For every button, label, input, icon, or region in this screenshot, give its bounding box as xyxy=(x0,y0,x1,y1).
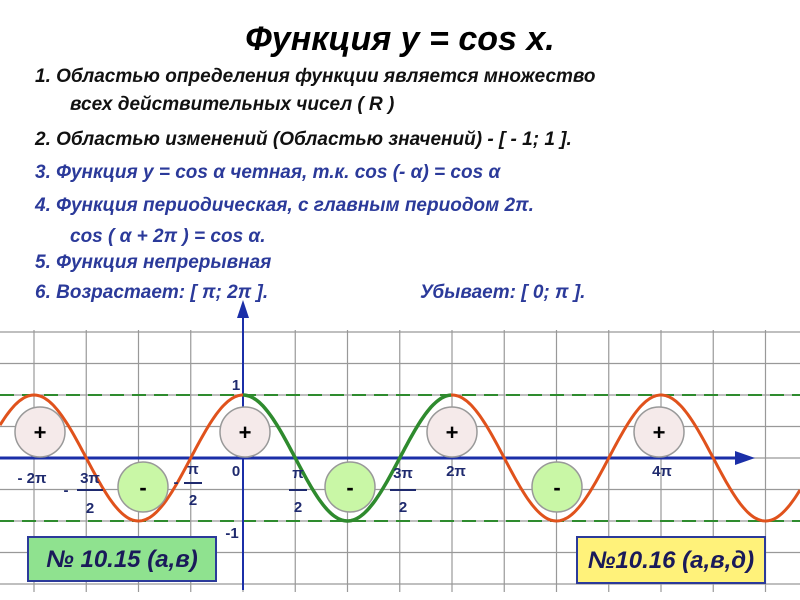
task-box xyxy=(576,536,766,584)
sign: + xyxy=(653,420,666,445)
y-label: 1 xyxy=(232,377,240,394)
x-label: 3π xyxy=(393,465,413,482)
arrow xyxy=(237,300,249,318)
item-line: всех действительных чисел ( R ) xyxy=(70,94,394,115)
sign-circle xyxy=(531,461,583,513)
x-label: 2 xyxy=(189,492,197,509)
sign-circle xyxy=(633,406,685,458)
sign: + xyxy=(239,420,252,445)
item-line: 1. Областью определения функции является… xyxy=(35,66,596,87)
task: №10.16 (а,в,д) xyxy=(588,547,754,574)
sign: - xyxy=(139,475,146,500)
arrow xyxy=(735,451,755,465)
sign: - xyxy=(553,475,560,500)
item-line: 2. Областью изменений (Областью значений… xyxy=(34,129,572,150)
x-label: 2 xyxy=(399,499,407,516)
x-label: π xyxy=(292,465,304,482)
sign: + xyxy=(34,420,47,445)
item-line: 4. Функция периодическая, с главным пери… xyxy=(34,195,534,216)
x-label: 2 xyxy=(294,499,302,516)
task-box xyxy=(27,536,217,582)
item-line: 5. Функция непрерывная xyxy=(35,252,271,273)
x-label: 2π xyxy=(446,463,466,480)
sign-circle xyxy=(324,461,376,513)
item-line: 6. Возрастает: [ π; 2π ]. xyxy=(35,282,268,303)
sign: - xyxy=(346,475,353,500)
x-label: - 2π xyxy=(18,470,48,487)
sign-circle xyxy=(117,461,169,513)
x-label: 2 xyxy=(86,500,94,517)
task: № 10.15 (а,в) xyxy=(46,546,197,573)
x-label: - xyxy=(64,482,69,499)
title: Функция y = cos x. xyxy=(245,20,554,58)
sign: + xyxy=(446,420,459,445)
x-label: π xyxy=(187,461,199,478)
x-label: 0 xyxy=(232,463,240,480)
x-label: - xyxy=(174,474,179,491)
sign-circle xyxy=(219,406,271,458)
cos-period xyxy=(242,393,452,523)
item-line: cos ( α + 2π ) = cos α. xyxy=(70,226,266,247)
item-line: Убывает: [ 0; π ]. xyxy=(420,282,585,303)
y-label: -1 xyxy=(225,525,238,542)
sign-circle xyxy=(426,406,478,458)
x-label: 4π xyxy=(652,463,672,480)
item-line: 3. Функция y = cos α четная, т.к. cos (-… xyxy=(35,162,501,183)
sign-circle xyxy=(14,406,66,458)
x-label: 3π xyxy=(80,470,100,487)
